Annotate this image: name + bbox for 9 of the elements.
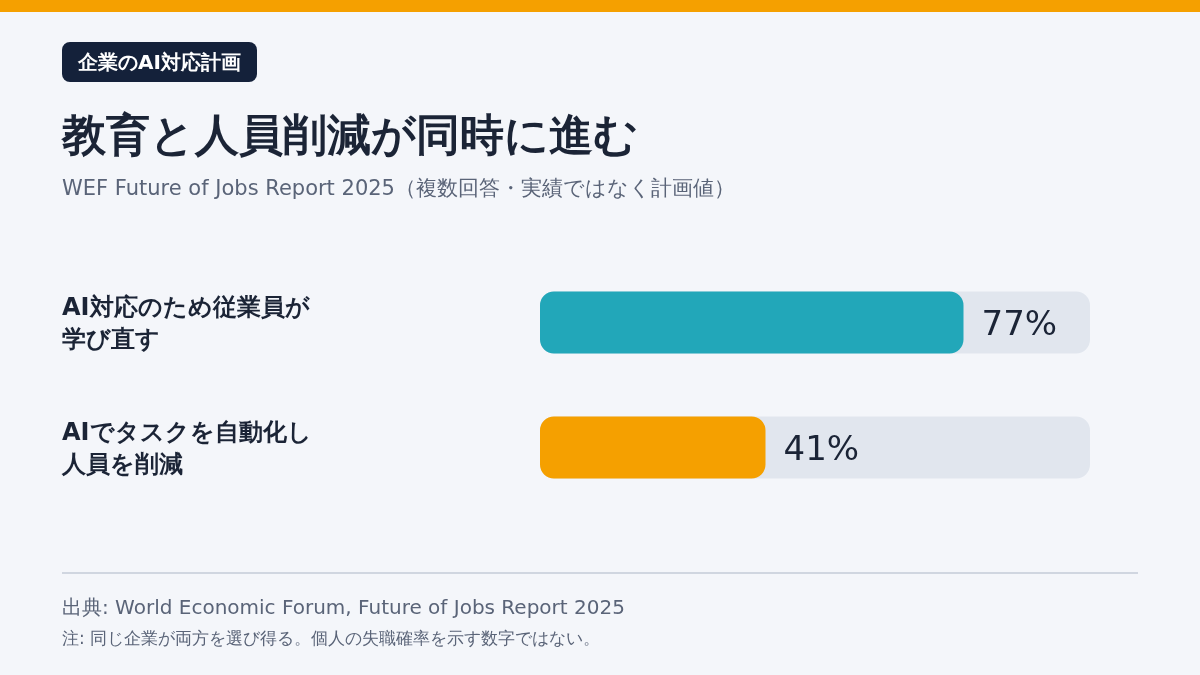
text: 企業のAI対応計画 xyxy=(62,42,257,82)
source-note: 出典: World Economic Forum, Future of Jobs Report 2025 xyxy=(62,594,625,621)
y-tick-label: AI対応のため従業員が学び直す xyxy=(62,292,310,353)
chart-subtitle: WEF Future of Jobs Report 2025（複数回答・実績ではなく計画値） xyxy=(62,175,735,202)
data-label: 77% xyxy=(981,302,1058,343)
chart-title: 教育と人員削減が同時に進む xyxy=(62,108,638,162)
data-label: 41% xyxy=(783,427,860,468)
text: 注: 同じ企業が両方を選び得る。個人の失職確率を示す数字ではない。 xyxy=(62,627,601,650)
y-tick-label: AIでタスクを自動化し人員を削減 xyxy=(61,417,312,478)
